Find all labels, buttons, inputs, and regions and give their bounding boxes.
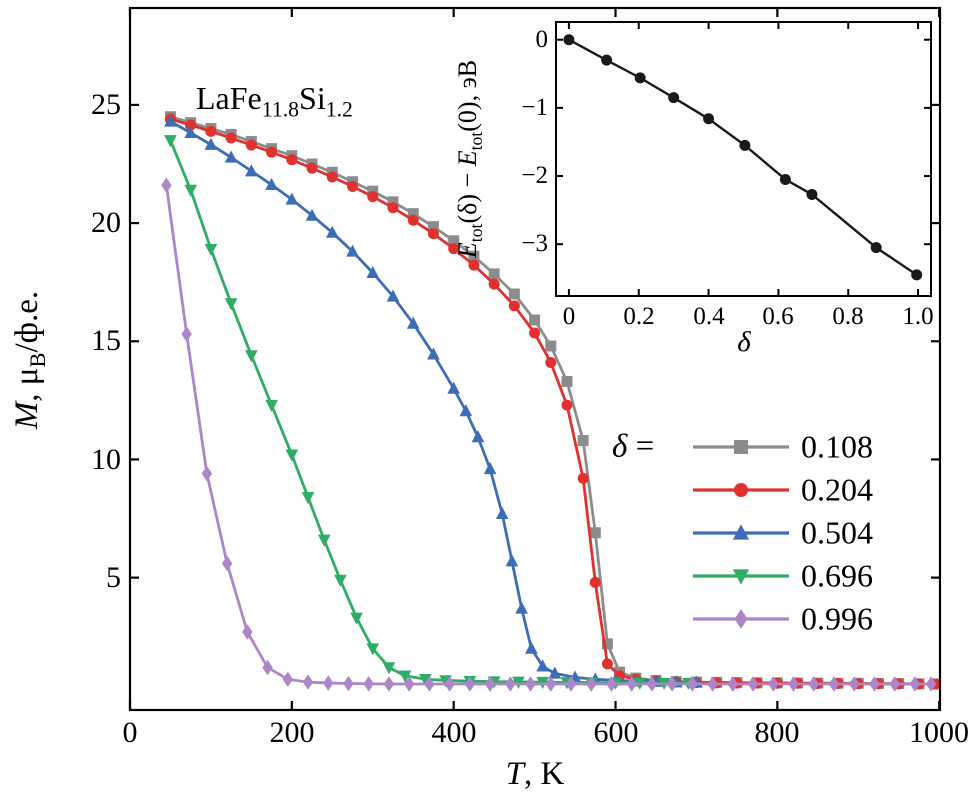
x-axis-unit: , K xyxy=(524,756,565,792)
legend-value: 0.108 xyxy=(801,428,873,465)
inset-y-tick-label: −3 xyxy=(521,230,548,257)
y-axis-symbol: M xyxy=(9,401,46,430)
y-tick-label: 5 xyxy=(106,561,121,594)
legend-marker xyxy=(690,563,792,589)
legend-value: 0.696 xyxy=(801,557,873,594)
legend-value: 0.996 xyxy=(801,600,873,637)
legend-title: δ = xyxy=(612,428,655,465)
y-tick-label: 20 xyxy=(91,206,121,239)
legend-marker xyxy=(690,477,792,503)
inset-y-tick-label: −1 xyxy=(521,94,548,121)
inset-x-axis-label: δ xyxy=(737,326,751,358)
x-axis-label: T, K xyxy=(506,756,565,793)
inset-x-tick-label: 0.6 xyxy=(762,303,794,330)
inset-x-tick-label: 0.8 xyxy=(832,303,864,330)
legend-value: 0.504 xyxy=(801,514,873,551)
y-tick-label: 25 xyxy=(91,88,121,121)
inset-x-tick-label: 0 xyxy=(562,303,576,330)
x-tick-label: 600 xyxy=(593,716,639,749)
legend-marker xyxy=(690,434,792,460)
inset-x-tick-label: 0.2 xyxy=(623,303,655,330)
inset-x-tick-label: 1.0 xyxy=(902,303,934,330)
inset-y-tick-label: −2 xyxy=(521,162,548,189)
legend-value: 0.204 xyxy=(801,471,873,508)
x-axis-symbol: T xyxy=(505,756,525,792)
x-tick-label: 1000 xyxy=(909,716,969,749)
x-tick-label: 0 xyxy=(122,716,138,749)
y-tick-label: 10 xyxy=(91,443,121,476)
legend-marker xyxy=(690,606,792,632)
inset-y-tick-label: 0 xyxy=(535,26,549,53)
inset-y-axis-label: Etot(δ) − Etot(0), эВ xyxy=(452,59,487,259)
compound-formula-annotation: LaFe11.8Si1.2 xyxy=(196,80,353,122)
x-tick-label: 800 xyxy=(754,716,800,749)
y-axis-label: M, μB/ф.е. xyxy=(9,290,50,430)
x-tick-label: 200 xyxy=(269,716,315,749)
legend-marker xyxy=(690,520,792,546)
y-tick-label: 15 xyxy=(91,324,121,357)
inset-x-tick-label: 0.4 xyxy=(693,303,725,330)
x-tick-label: 400 xyxy=(431,716,477,749)
